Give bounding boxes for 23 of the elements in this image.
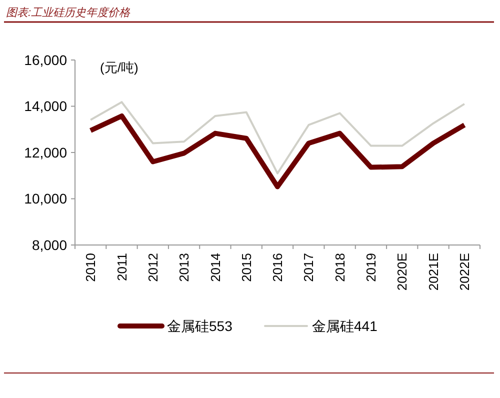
x-tick-label: 2010 — [83, 253, 98, 282]
y-tick-label: 8,000 — [32, 236, 68, 253]
y-axis-title: (元/吨) — [100, 60, 138, 75]
y-tick-label: 16,000 — [24, 52, 68, 68]
x-tick-label: 2019 — [364, 253, 379, 282]
x-tick-label: 2017 — [301, 253, 316, 282]
x-tick-label: 2015 — [238, 253, 254, 282]
legend-label: 金属硅553 — [167, 318, 233, 334]
x-tick-label: 2011 — [114, 253, 130, 281]
x-tick-label: 2016 — [270, 253, 286, 282]
x-tick-label: 2020E — [394, 252, 410, 291]
x-tick-label: 2022E — [456, 252, 472, 291]
line-series — [90, 101, 466, 174]
x-tick-label: 2013 — [176, 253, 192, 282]
x-tick-label: 2014 — [208, 253, 223, 282]
y-tick-label: 12,000 — [24, 144, 68, 160]
y-tick-label: 10,000 — [24, 190, 68, 207]
x-tick-label: 2012 — [145, 253, 160, 282]
x-tick-label: 2018 — [332, 253, 348, 282]
y-tick-label: 14,000 — [24, 98, 68, 114]
x-tick-label: 2021E — [426, 252, 441, 291]
legend-label: 金属硅441 — [312, 318, 378, 334]
chart-title: 图表:工业硅历史年度价格 — [6, 6, 132, 19]
